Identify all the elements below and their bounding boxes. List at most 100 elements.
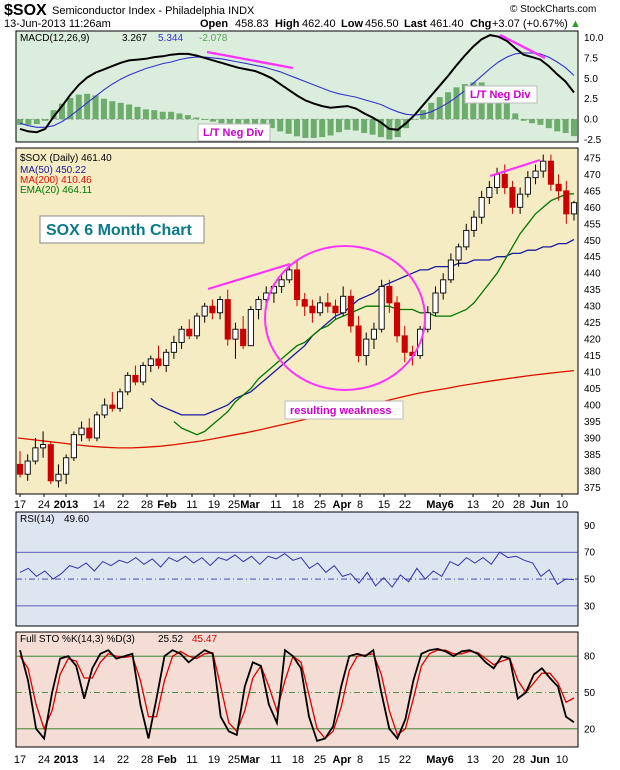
macd-histogram-bar <box>92 95 99 120</box>
macd-histogram-bar <box>252 119 259 125</box>
candle-body <box>547 160 554 185</box>
annotation-box <box>464 85 538 104</box>
candle-body <box>393 302 401 337</box>
candle-body <box>540 160 547 172</box>
macd-histogram-bar <box>151 110 158 120</box>
x-tick-label: 24 <box>38 754 50 766</box>
macd-histogram-bar <box>277 119 284 132</box>
macd-histogram-bar <box>201 119 208 120</box>
candle-body <box>347 295 354 327</box>
x-tick-label: 17 <box>14 754 26 766</box>
macd-histogram-bar <box>294 119 300 137</box>
x-tick-label: 20 <box>492 499 504 511</box>
candle-body <box>340 295 347 314</box>
ma200-line <box>17 369 575 449</box>
ma50-line <box>150 238 575 416</box>
y-tick-label: 390 <box>584 433 601 444</box>
macd-line <box>19 34 575 134</box>
x-tick-label: 19 <box>208 754 220 766</box>
candle-body <box>447 259 454 281</box>
last-label: Last <box>404 18 427 30</box>
x-tick-label: 25 <box>228 754 240 766</box>
x-tick-label: 13 <box>467 754 479 766</box>
chart-title-box <box>39 215 205 244</box>
macd-legend-hist: -2.078 <box>199 33 228 44</box>
candle-body <box>217 299 224 314</box>
candle-body <box>255 299 262 310</box>
x-tick-label: 11 <box>270 754 281 766</box>
watermark: © StockCharts.com <box>510 4 596 15</box>
macd-histogram-bar <box>411 119 418 120</box>
candle-body <box>563 190 570 215</box>
x-tick-label: Jun <box>530 754 550 766</box>
macd-histogram-bar <box>503 102 510 120</box>
chg-up-arrow: ▲ <box>570 18 581 30</box>
candle-body <box>40 444 47 449</box>
candle-body <box>486 187 493 198</box>
x-tick-label: 10 <box>556 499 568 511</box>
weakness-circle <box>264 245 426 391</box>
price-legend-item: MA(200) 410.46 <box>20 175 92 186</box>
annotation-neg-div-1: L/T Neg Div <box>203 127 264 139</box>
x-tick-label: 19 <box>208 499 220 511</box>
x-tick-label: 22 <box>117 754 129 766</box>
macd-histogram-bar <box>260 119 267 127</box>
x-tick-label: 2013 <box>54 499 78 511</box>
candle-body <box>16 463 24 475</box>
macd-histogram-bar <box>268 119 275 129</box>
x-tick-label: 8 <box>357 499 363 511</box>
sto-legend-d: 45.47 <box>192 634 217 645</box>
rsi-line <box>19 551 575 588</box>
y-tick-label: 395 <box>584 417 601 428</box>
macd-histogram-bar <box>184 115 191 120</box>
macd-histogram-bar <box>42 119 49 121</box>
macd-histogram-bar <box>84 93 91 120</box>
rsi-legend-value: 49.60 <box>64 514 89 525</box>
candle-body <box>178 328 185 343</box>
macd-histogram-bar <box>369 119 376 135</box>
candle-body <box>517 193 524 208</box>
macd-legend-macd: 3.267 <box>122 33 147 44</box>
candle-body <box>363 338 370 357</box>
x-tick-label: 10 <box>556 754 568 766</box>
candle-body <box>470 216 478 231</box>
y-tick-label: 470 <box>584 170 601 181</box>
y-tick-label: 385 <box>584 450 601 461</box>
macd-histogram-bar <box>554 119 561 132</box>
y-tick-label: 420 <box>584 335 601 346</box>
candle-body <box>93 414 100 439</box>
macd-histogram-bar <box>193 117 200 120</box>
macd-histogram-bar <box>176 113 183 120</box>
index-name: Semiconductor Index - Philadelphia INDX <box>52 5 255 17</box>
chart-title: SOX 6 Month Chart <box>46 222 192 239</box>
y-tick-label: 405 <box>584 384 601 395</box>
candle-body <box>140 365 147 383</box>
candle-body <box>55 473 62 482</box>
low-value: 456.50 <box>365 18 399 30</box>
chg-label: Chg <box>470 18 491 30</box>
macd-histogram-bar <box>394 119 401 138</box>
macd-histogram-bar <box>134 106 141 120</box>
x-tick-label: 18 <box>292 754 304 766</box>
macd-histogram-bar <box>235 119 242 125</box>
macd-signal-line <box>19 52 575 128</box>
candle-body <box>163 351 170 366</box>
candle-body <box>555 183 562 192</box>
candle-body <box>293 269 301 301</box>
macd-histogram-bar <box>344 119 351 130</box>
y-tick-label: 10.0 <box>584 33 604 44</box>
divergence-line-price-1 <box>207 262 291 291</box>
candle-body <box>455 246 462 261</box>
candle-body <box>301 299 308 307</box>
candle-body <box>401 335 408 353</box>
x-tick-label: 25 <box>314 499 326 511</box>
x-tick-label: 18 <box>292 499 304 511</box>
sto-k-line <box>19 647 575 743</box>
candle-body <box>324 302 331 307</box>
x-tick-label: 14 <box>93 499 105 511</box>
macd-histogram-bar <box>428 102 435 120</box>
macd-histogram-bar <box>529 119 536 124</box>
macd-histogram-bar <box>243 119 250 125</box>
y-tick-label: 20 <box>584 724 596 735</box>
macd-histogram-bar <box>562 119 569 134</box>
